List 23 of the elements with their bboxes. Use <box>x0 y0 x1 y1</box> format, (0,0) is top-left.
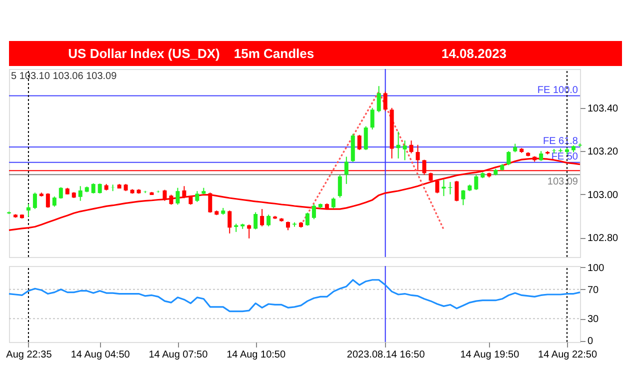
ref-line-label: FE 61.8 <box>542 136 578 148</box>
x-tick-label: Aug 22:35 <box>6 350 52 360</box>
x-tick-label: 14 Aug 22:50 <box>538 350 598 360</box>
y-tick-label: 100 <box>588 262 605 274</box>
y-tick-label: 103.40 <box>588 103 619 114</box>
annotation: 5 103.10 103.06 103.09 <box>11 71 118 82</box>
y-tick-label: 30 <box>588 314 600 326</box>
y-tick-label: 103.20 <box>588 146 619 158</box>
ref-line-label: FE 100.0 <box>537 84 578 96</box>
text: 15m Candles <box>234 46 314 61</box>
ref-line-label: FE 50 <box>551 151 578 162</box>
x-tick-label: 2023.08.14 16:50 <box>346 350 426 360</box>
x-tick-label: 14 Aug 10:50 <box>226 350 286 360</box>
chart-title: US Dollar Index (US_DX) <box>68 46 220 61</box>
x-tick-label: 14 Aug 19:50 <box>460 350 520 360</box>
text: 14.08.2023 <box>441 46 507 61</box>
y-tick-label: 70 <box>588 284 600 296</box>
y-tick-label: 103.00 <box>588 190 619 201</box>
y-tick-label: 102.80 <box>588 233 619 244</box>
x-tick-label: 14 Aug 04:50 <box>70 350 130 360</box>
x-tick-label: 14 Aug 07:50 <box>148 350 208 360</box>
y-tick-label: 0 <box>588 336 594 348</box>
ref-line-label: 103.09 <box>547 176 578 188</box>
